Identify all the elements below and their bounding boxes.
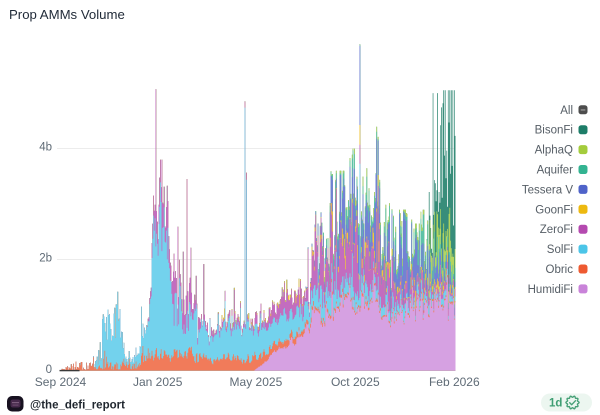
svg-text:GoonFi: GoonFi [535,204,573,216]
svg-text:May 2025: May 2025 [230,375,283,389]
svg-text:4b: 4b [39,142,52,154]
svg-text:Jan 2025: Jan 2025 [133,375,183,389]
svg-text:Tessera V: Tessera V [522,184,573,196]
svg-text:BisonFi: BisonFi [535,125,573,137]
svg-text:2b: 2b [39,253,52,265]
svg-text:@the_defi_report: @the_defi_report [30,400,125,412]
svg-text:Prop AMMs Volume: Prop AMMs Volume [9,7,125,22]
svg-text:All: All [560,105,573,117]
svg-text:Oct 2025: Oct 2025 [331,375,380,389]
svg-text:ZeroFi: ZeroFi [540,224,573,236]
svg-text:Sep 2024: Sep 2024 [35,375,87,389]
svg-text:AlphaQ: AlphaQ [535,145,573,157]
svg-text:0: 0 [46,364,52,376]
svg-text:SolFi: SolFi [547,244,573,256]
svg-text:Feb 2026: Feb 2026 [429,375,480,389]
svg-text:HumidiFi: HumidiFi [528,284,573,296]
svg-text:Aquifer: Aquifer [537,165,574,177]
svg-text:1d: 1d [549,398,562,410]
svg-text:Obric: Obric [546,264,574,276]
